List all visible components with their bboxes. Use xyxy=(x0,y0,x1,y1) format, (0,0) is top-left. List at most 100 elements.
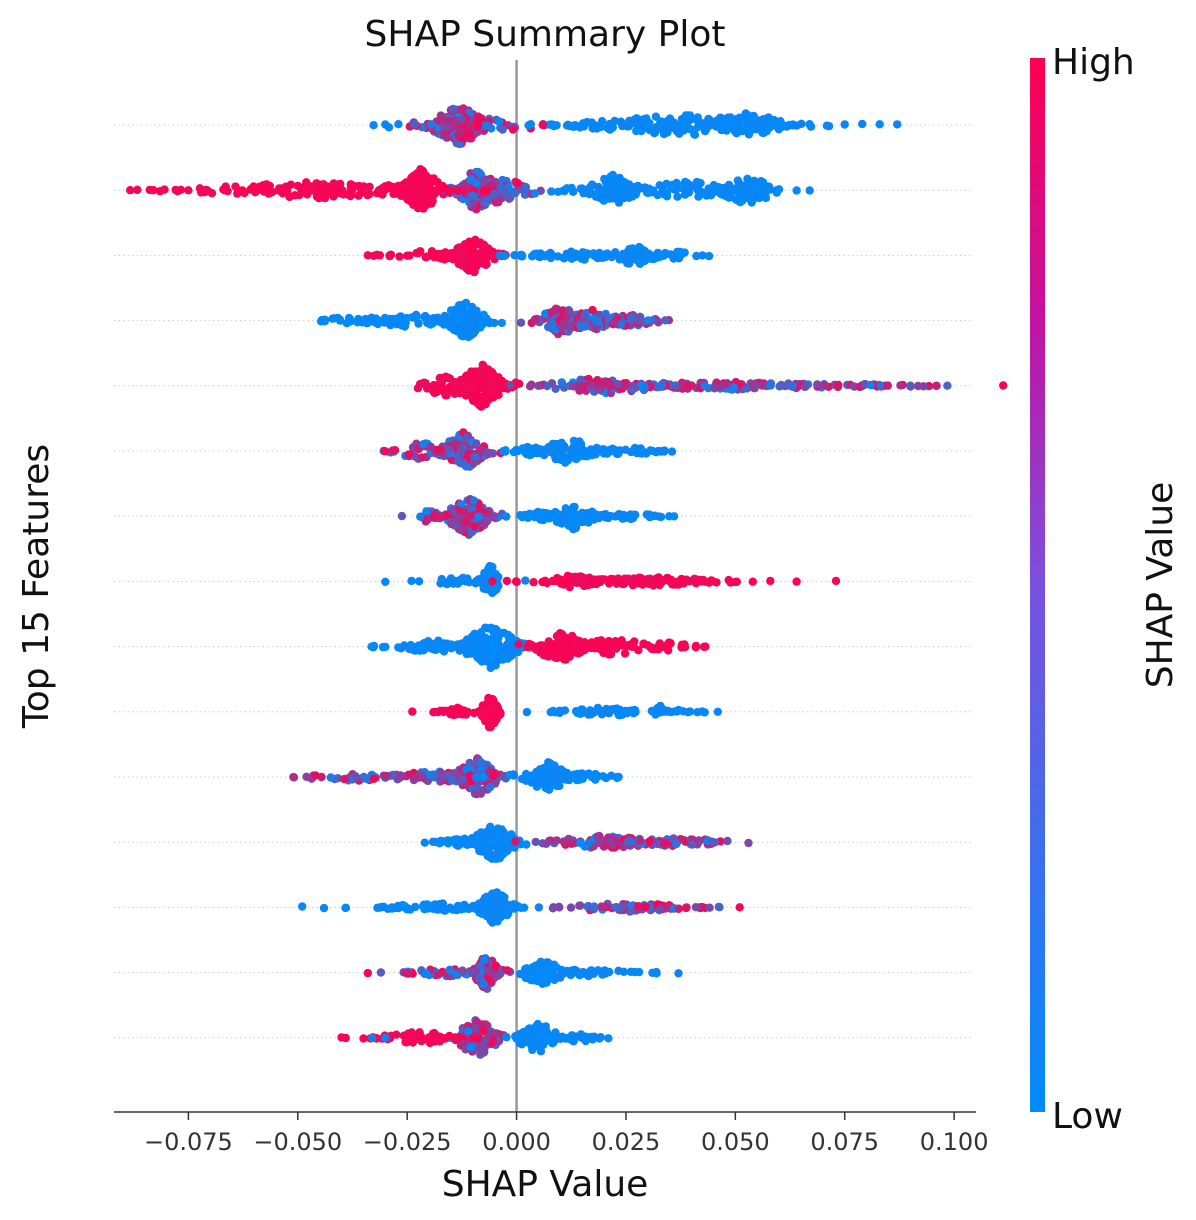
data-point xyxy=(700,708,709,717)
data-point xyxy=(706,577,715,586)
data-point xyxy=(559,186,568,195)
data-point xyxy=(414,319,423,328)
data-point xyxy=(621,381,630,390)
data-point xyxy=(375,317,384,326)
data-point xyxy=(474,838,483,847)
data-point xyxy=(586,576,596,585)
data-point xyxy=(685,111,695,120)
data-point xyxy=(369,251,378,260)
data-point xyxy=(416,512,425,521)
data-point xyxy=(661,121,670,130)
data-point xyxy=(552,642,561,651)
data-point xyxy=(529,773,538,782)
data-point xyxy=(496,840,505,849)
data-point xyxy=(831,576,841,586)
data-point xyxy=(674,904,684,913)
data-point xyxy=(584,640,594,649)
data-point xyxy=(363,968,372,978)
data-point xyxy=(409,185,418,195)
data-point xyxy=(509,771,519,780)
data-point xyxy=(494,706,503,715)
data-point xyxy=(674,126,684,136)
data-point xyxy=(571,642,581,651)
data-point xyxy=(652,969,661,978)
data-point xyxy=(436,445,445,454)
data-point xyxy=(626,313,635,323)
data-point xyxy=(423,252,432,261)
data-point xyxy=(602,639,611,648)
data-point xyxy=(369,121,378,130)
data-point xyxy=(474,512,483,521)
data-point xyxy=(487,180,497,189)
data-point xyxy=(932,381,941,390)
data-point xyxy=(365,189,374,198)
data-point xyxy=(637,120,647,129)
data-point xyxy=(587,180,597,189)
data-point xyxy=(587,380,596,390)
data-point xyxy=(424,314,433,323)
data-point xyxy=(541,309,550,318)
data-point xyxy=(404,770,413,779)
data-point xyxy=(522,707,532,717)
data-point xyxy=(490,903,500,912)
data-point xyxy=(390,315,400,325)
data-point xyxy=(381,120,390,129)
data-point xyxy=(461,710,471,719)
data-point xyxy=(604,177,614,187)
data-point xyxy=(502,512,511,521)
data-point xyxy=(822,121,832,130)
data-point xyxy=(405,196,415,206)
data-point xyxy=(555,903,564,912)
data-point xyxy=(459,458,468,468)
data-point xyxy=(735,113,744,122)
data-point xyxy=(404,969,413,978)
data-point xyxy=(615,173,624,183)
data-point xyxy=(381,447,390,456)
data-point xyxy=(465,122,475,131)
data-point xyxy=(588,305,597,315)
data-point xyxy=(729,383,739,392)
data-point xyxy=(708,837,717,846)
data-point xyxy=(919,382,928,391)
data-point xyxy=(592,446,602,455)
data-point xyxy=(619,251,628,260)
data-point xyxy=(577,705,586,714)
data-point xyxy=(610,116,619,126)
data-point xyxy=(512,577,521,587)
data-point xyxy=(422,200,431,209)
data-point xyxy=(579,447,588,456)
data-point xyxy=(518,444,527,453)
data-point xyxy=(744,838,753,848)
data-point xyxy=(486,837,495,846)
data-point xyxy=(664,646,673,655)
data-point xyxy=(553,252,563,261)
data-point xyxy=(390,903,400,913)
data-point xyxy=(591,121,600,130)
data-point xyxy=(668,180,677,190)
data-point xyxy=(597,117,607,126)
data-point xyxy=(415,646,425,655)
data-point xyxy=(428,770,438,779)
data-point xyxy=(717,382,727,391)
data-point xyxy=(563,312,572,321)
data-point xyxy=(608,123,617,132)
data-point xyxy=(513,178,522,188)
data-point xyxy=(840,120,849,129)
data-point xyxy=(660,576,669,585)
data-point xyxy=(491,961,500,970)
data-point xyxy=(415,185,424,195)
data-point xyxy=(531,837,540,847)
data-point xyxy=(481,185,490,195)
data-point xyxy=(745,112,755,121)
data-point xyxy=(688,840,697,849)
data-point xyxy=(729,120,738,129)
data-point xyxy=(593,832,602,841)
data-point xyxy=(611,248,620,257)
data-point xyxy=(598,772,608,781)
data-point xyxy=(614,966,623,975)
data-point xyxy=(160,185,169,194)
data-point xyxy=(698,251,707,260)
data-point xyxy=(488,577,497,586)
data-point xyxy=(656,447,666,456)
data-point xyxy=(201,185,211,195)
